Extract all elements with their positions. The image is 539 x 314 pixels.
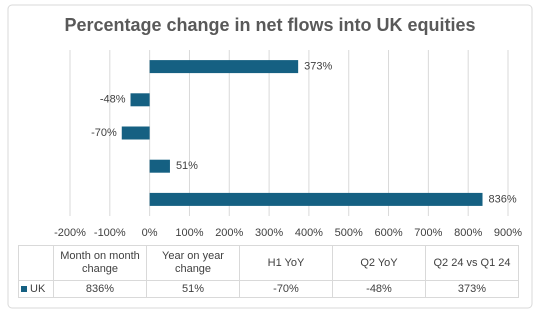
bar <box>149 192 483 206</box>
bar <box>121 126 150 140</box>
table-category: H1 YoY <box>239 245 333 281</box>
bar <box>149 159 170 173</box>
table-value: -70% <box>239 280 333 298</box>
x-tick-label: 200% <box>215 227 243 239</box>
legend-label: UK <box>30 282 46 295</box>
x-tick-label: 400% <box>295 227 323 239</box>
data-table: Month on month change Year on year change… <box>18 245 519 298</box>
table-category: Year on year change <box>146 245 240 281</box>
table-data-row: UK 836% 51% -70% -48% 373% <box>18 280 519 298</box>
table-category: Q2 24 vs Q1 24 <box>425 245 519 281</box>
x-tick-label: 900% <box>494 227 522 239</box>
bar <box>149 60 299 74</box>
table-category: Q2 YoY <box>332 245 426 281</box>
x-tick-label: 0% <box>142 227 158 239</box>
data-label: -70% <box>91 127 117 139</box>
x-tick-label: 100% <box>175 227 203 239</box>
table-value: 836% <box>53 280 147 298</box>
bar <box>130 93 150 107</box>
legend-cell: UK <box>18 280 54 298</box>
data-label: 373% <box>304 61 332 73</box>
table-value: 373% <box>425 280 519 298</box>
x-tick-label: 700% <box>414 227 442 239</box>
chart-title: Percentage change in net flows into UK e… <box>64 15 475 35</box>
table-header-row: Month on month change Year on year change… <box>18 245 519 281</box>
chart-border <box>7 4 533 309</box>
x-tick-label: -100% <box>94 227 126 239</box>
x-tick-label: 500% <box>335 227 363 239</box>
table-value: 51% <box>146 280 240 298</box>
table-category: Month on month change <box>53 245 147 281</box>
table-value: -48% <box>332 280 426 298</box>
table-corner <box>18 245 54 281</box>
x-tick-label: -200% <box>54 227 86 239</box>
data-label: 836% <box>489 193 517 205</box>
x-tick-label: 800% <box>454 227 482 239</box>
legend-swatch <box>21 285 27 292</box>
data-label: 51% <box>176 160 198 172</box>
x-tick-label: 600% <box>374 227 402 239</box>
data-label: -48% <box>100 94 126 106</box>
x-tick-label: 300% <box>255 227 283 239</box>
